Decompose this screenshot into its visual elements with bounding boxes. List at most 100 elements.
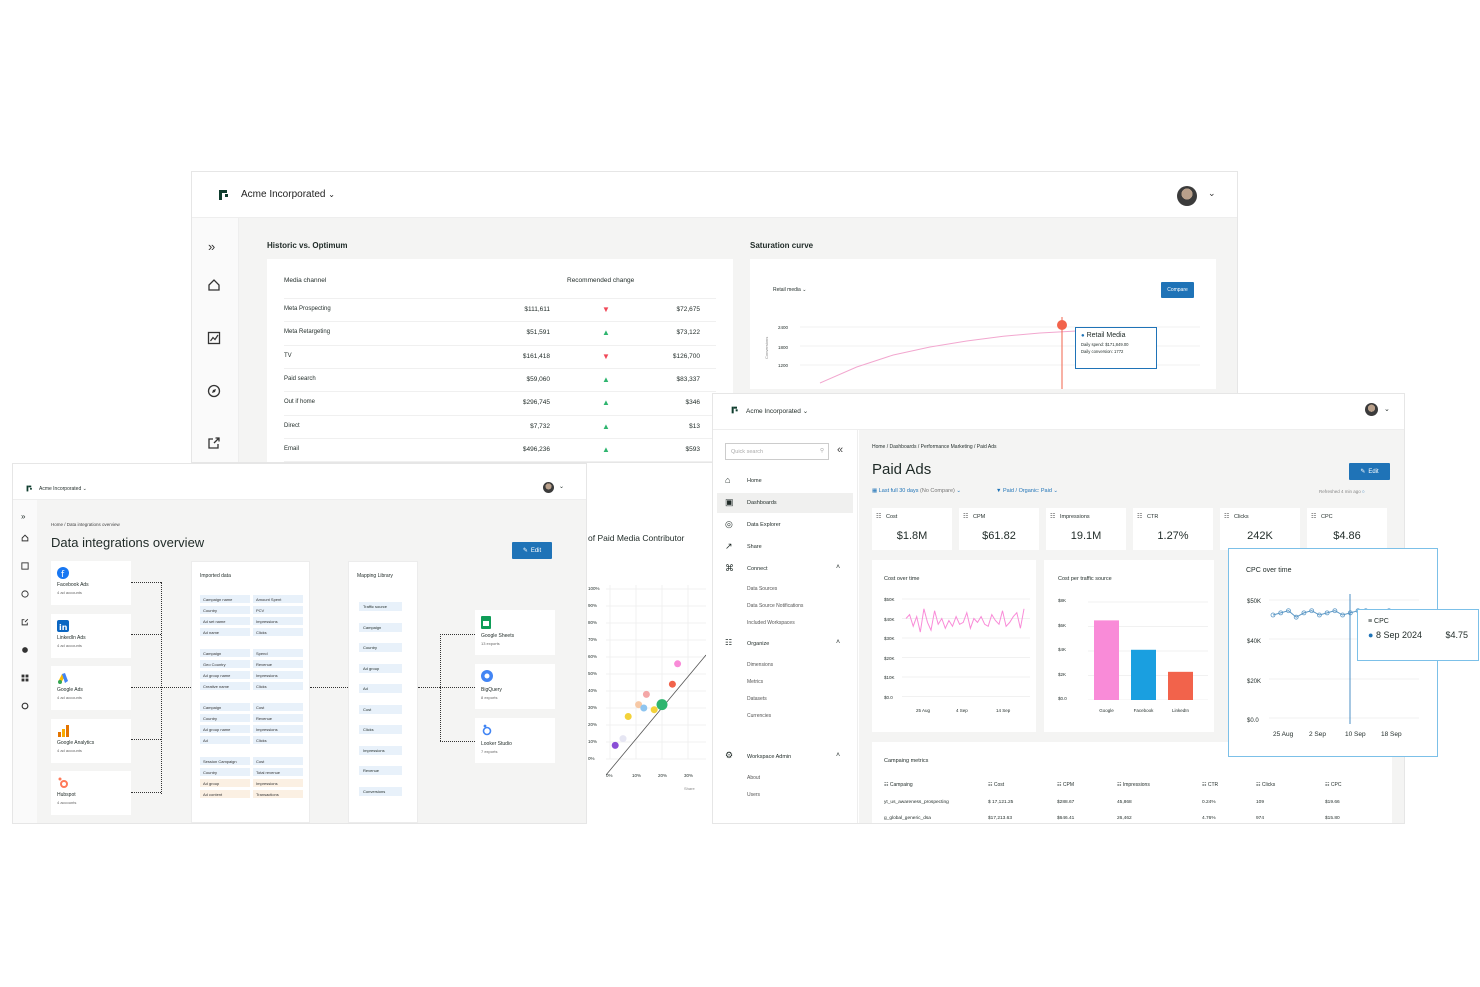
expand-icon[interactable]: » [208, 239, 216, 254]
search-input[interactable]: Quick search ⚲ [725, 443, 829, 460]
source-card[interactable]: Hubspot 4 accounts [51, 771, 131, 815]
nav-subitem[interactable]: Dimensions [747, 662, 774, 668]
mapping-chip: Revenue [359, 766, 402, 775]
chevron-up-icon[interactable]: ˄ [836, 639, 841, 646]
chevron-down-icon[interactable]: ⌄ [1384, 406, 1390, 413]
page-title: Paid Ads [872, 461, 932, 478]
column-header[interactable]: ☷ CPM [1057, 782, 1074, 788]
paid-filter[interactable]: ▼ Paid / Organic: Paid ⌄ [996, 488, 1059, 494]
x-tick: Facebook [1133, 708, 1154, 713]
table-row: TV $161,418 ▼ $126,700 [284, 344, 716, 365]
avatar[interactable] [543, 482, 554, 493]
current-cell: $7,732 [530, 422, 550, 430]
compass-icon[interactable] [207, 384, 221, 398]
channel-cell: Paid search [284, 375, 316, 382]
source-card[interactable]: Google Analytics 4 ad accounts [51, 718, 131, 763]
source-card[interactable]: f Facebook Ads 4 ad accounts [51, 561, 131, 605]
field-chip: Country [200, 714, 250, 722]
scatter-point [668, 680, 676, 688]
x-tick: 25 Aug [916, 708, 931, 713]
nav-subitem[interactable]: About [747, 775, 761, 781]
field-chip: PCV [253, 606, 303, 614]
chevron-down-icon[interactable]: ⌄ [1208, 188, 1216, 198]
chart-icon[interactable] [207, 331, 221, 345]
share-icon[interactable] [207, 436, 221, 450]
arrow-up-icon: ▲ [602, 398, 610, 408]
column-header[interactable]: ☷ CTR [1202, 782, 1218, 788]
chart-icon[interactable] [21, 562, 29, 570]
optimum-cell: $346 [685, 399, 700, 407]
share-icon[interactable] [21, 618, 29, 626]
nav-subitem[interactable]: Currencies [747, 713, 772, 719]
grid-icon[interactable] [21, 674, 29, 682]
nav-item-data-explorer[interactable]: ◎ Data Explorer [717, 515, 853, 535]
scatter-point [650, 706, 658, 714]
expand-icon[interactable]: » [21, 512, 26, 521]
column-header[interactable]: ☷ Clicks [1256, 782, 1275, 788]
org-name: Acme Incorporated [746, 408, 801, 415]
saturation-marker[interactable] [1057, 320, 1067, 330]
nav-subitem[interactable]: Metrics [747, 679, 764, 685]
edit-button[interactable]: ✎ Edit [1349, 463, 1390, 480]
traffic-chart-title: Cost per traffic source [1058, 576, 1112, 582]
nav-subitem[interactable]: Data Source Notifications [747, 603, 804, 609]
nav-subitem[interactable]: Datasets [747, 696, 767, 702]
source-card[interactable]: in LinkedIn Ads 4 ad accounts [51, 613, 131, 658]
kpi-label: Clicks [1234, 514, 1249, 520]
org-switcher[interactable]: Acme Incorporated ⌄ [746, 408, 809, 415]
gear-icon[interactable] [21, 702, 29, 710]
nav-subitem[interactable]: Included Workspaces [747, 620, 795, 626]
collapse-icon[interactable]: « [837, 444, 844, 456]
nav-item-connect[interactable]: ⌘ Connect [717, 559, 853, 579]
home-icon[interactable] [207, 278, 221, 292]
plug-icon[interactable] [21, 646, 29, 654]
chevron-up-icon[interactable]: ˄ [836, 564, 841, 571]
compass-icon[interactable] [21, 590, 29, 598]
y-tick: 60% [588, 654, 598, 659]
column-header[interactable]: ☷ Cost [988, 782, 1004, 788]
column-header[interactable]: ☷ CPC [1325, 782, 1341, 788]
destination-card[interactable]: Google Sheets 13 exports [475, 610, 555, 655]
nav-item-dashboards[interactable]: ▣ Dashboards [717, 493, 853, 513]
mapping-chip: Traffic source [359, 602, 402, 611]
edit-label: Edit [1368, 468, 1379, 475]
kpi-card: ☷ CPM $61.82 [959, 508, 1039, 550]
chevron-down-icon[interactable]: ⌄ [559, 484, 565, 490]
org-switcher[interactable]: Acme Incorporated ⌄ [39, 486, 87, 492]
nav-item-share[interactable]: ↗ Share [717, 537, 853, 557]
media-dropdown[interactable]: Retail media ⌄ [773, 287, 806, 293]
optimum-cell: $13 [689, 422, 700, 430]
destination-card[interactable]: BigQuery 8 exports [475, 664, 555, 709]
y-tick: 30% [588, 705, 598, 710]
table-cell: $ 17,121.25 [988, 800, 1014, 805]
sidebar: Quick search ⚲ « ⌂ Home ▣ Dashboards ◎ Data Ex… [713, 430, 858, 823]
tooltip-value: $4.75 [1445, 630, 1468, 640]
compare-button[interactable]: Compare [1161, 282, 1194, 298]
org-switcher[interactable]: Acme Incorporated ⌄ [241, 189, 335, 200]
chevron-up-icon[interactable]: ˄ [836, 752, 841, 759]
current-cell: $51,591 [526, 329, 551, 337]
current-cell: $111,611 [524, 306, 550, 313]
home-icon[interactable] [21, 534, 29, 542]
date-filter[interactable]: ▦ Last full 30 days (No Compare) ⌄ [872, 488, 961, 494]
source-sub: 4 accounts [57, 800, 77, 805]
nav-item-home[interactable]: ⌂ Home [717, 471, 853, 491]
refresh-icon[interactable]: ○ [1362, 489, 1365, 494]
source-card[interactable]: Google Ads 4 ad accounts [51, 666, 131, 710]
nav-subitem[interactable]: Data Sources [747, 586, 778, 592]
column-header[interactable]: ☷ Campaing [884, 782, 913, 788]
x-tick: 4 Sep [956, 708, 968, 713]
y-tick: 2400 [778, 325, 789, 330]
nav-workspace-admin[interactable]: Workspace Admin [747, 754, 792, 760]
y-tick: $10K [884, 675, 895, 680]
avatar[interactable] [1365, 403, 1378, 416]
field-chip: Ad group name [200, 725, 250, 733]
destination-card[interactable]: Looker Studio 7 exports [475, 718, 555, 763]
nav-subitem[interactable]: Users [747, 792, 761, 798]
column-header[interactable]: ☷ Impressions [1117, 782, 1150, 788]
edit-button[interactable]: ✎ Edit [512, 542, 552, 559]
avatar[interactable] [1177, 186, 1197, 206]
field-chip: Revenue [253, 660, 303, 668]
nav-organize[interactable]: Organize [747, 641, 770, 647]
table-row: Email $496,236 ▲ $593 [284, 437, 716, 458]
